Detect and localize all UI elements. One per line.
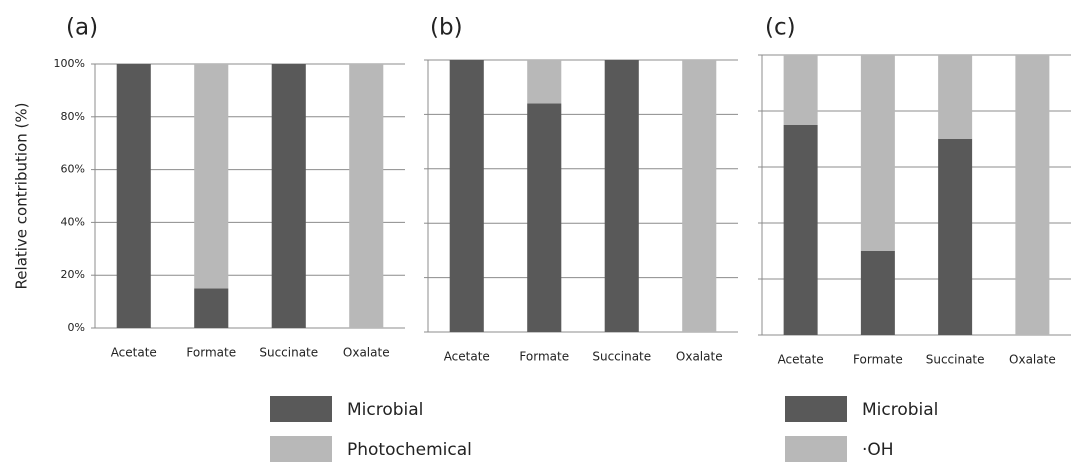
bar-segment bbox=[682, 60, 717, 332]
bar-segment bbox=[271, 64, 306, 328]
x-tick-label: Formate bbox=[853, 353, 903, 367]
bar-segment bbox=[449, 60, 484, 332]
legend-swatch bbox=[785, 436, 847, 462]
y-tick-label: 0% bbox=[68, 321, 85, 334]
panel-label: (b) bbox=[430, 15, 463, 41]
y-tick-label: 40% bbox=[61, 215, 85, 228]
y-axis-label: Relative contribution (%) bbox=[13, 103, 31, 290]
legend-label: Photochemical bbox=[347, 440, 472, 460]
y-tick-label: 20% bbox=[61, 268, 85, 281]
bar-segment bbox=[1015, 55, 1050, 335]
bar-segment bbox=[527, 60, 562, 104]
bar-segment bbox=[938, 55, 973, 139]
y-tick-label: 60% bbox=[61, 163, 85, 176]
x-tick-label: Succinate bbox=[926, 353, 985, 367]
y-tick-label: 100% bbox=[54, 57, 85, 70]
legend-label: ·OH bbox=[862, 440, 894, 460]
x-tick-label: Oxalate bbox=[343, 346, 390, 360]
bar-segment bbox=[194, 64, 229, 289]
legend-label: Microbial bbox=[347, 400, 423, 420]
x-tick-label: Succinate bbox=[592, 350, 651, 364]
bar-segment bbox=[860, 55, 895, 251]
x-tick-label: Formate bbox=[519, 350, 569, 364]
bar-segment bbox=[194, 288, 229, 328]
x-tick-label: Acetate bbox=[111, 346, 157, 360]
legend-swatch bbox=[785, 396, 847, 422]
bar-segment bbox=[860, 251, 895, 335]
bar-segment bbox=[527, 103, 562, 333]
bar-segment bbox=[938, 139, 973, 335]
bar-segment bbox=[783, 125, 818, 335]
y-tick-label: 80% bbox=[61, 110, 85, 123]
bar-segment bbox=[116, 64, 151, 328]
panel-label: (a) bbox=[66, 15, 98, 41]
legend-label: Microbial bbox=[862, 400, 938, 420]
legend-swatch bbox=[270, 436, 332, 462]
x-tick-label: Acetate bbox=[778, 353, 824, 367]
bar-segment bbox=[604, 60, 639, 332]
x-tick-label: Formate bbox=[186, 346, 236, 360]
x-tick-label: Acetate bbox=[444, 350, 490, 364]
x-tick-label: Oxalate bbox=[1009, 353, 1056, 367]
x-tick-label: Oxalate bbox=[676, 350, 723, 364]
bar-segment bbox=[783, 55, 818, 125]
panel-label: (c) bbox=[765, 15, 796, 41]
x-tick-label: Succinate bbox=[259, 346, 318, 360]
legend-swatch bbox=[270, 396, 332, 422]
bar-segment bbox=[349, 64, 384, 328]
